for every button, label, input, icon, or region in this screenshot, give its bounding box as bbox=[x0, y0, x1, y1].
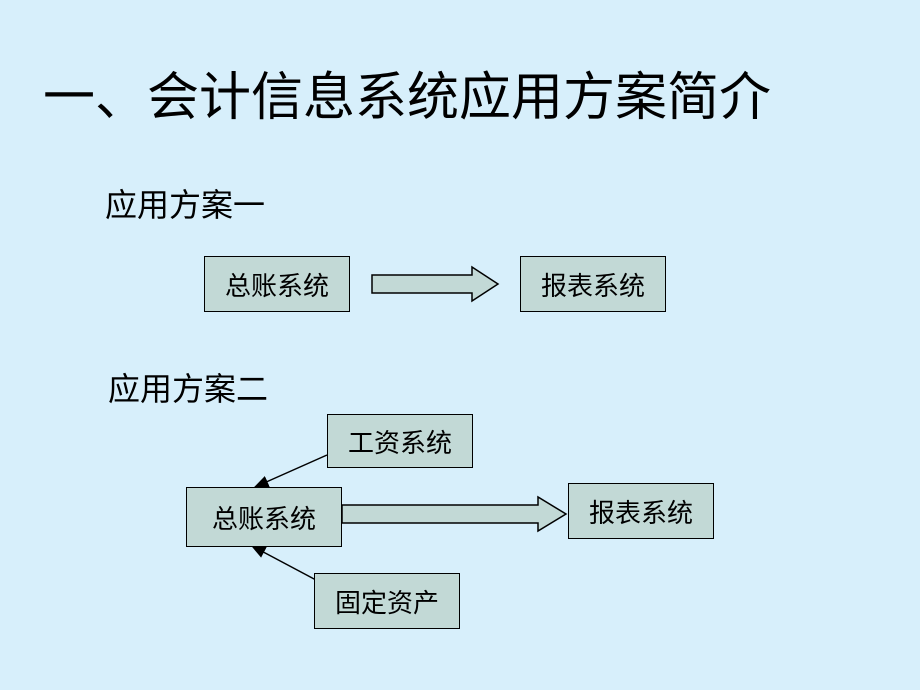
node-rpt2: 报表系统 bbox=[568, 483, 714, 539]
node-label: 总账系统 bbox=[212, 499, 316, 536]
node-label: 总账系统 bbox=[225, 266, 329, 303]
node-rpt1: 报表系统 bbox=[520, 256, 666, 312]
slide-title: 一、会计信息系统应用方案简介 bbox=[43, 55, 771, 130]
section1-label: 应用方案一 bbox=[105, 180, 265, 226]
section2-label: 应用方案二 bbox=[108, 364, 268, 410]
section1-label-text: 应用方案一 bbox=[105, 187, 265, 223]
thin-arrow bbox=[255, 455, 327, 487]
node-gl2: 总账系统 bbox=[186, 487, 342, 547]
section2-label-text: 应用方案二 bbox=[108, 371, 268, 407]
node-gl1: 总账系统 bbox=[204, 256, 350, 312]
node-label: 报表系统 bbox=[589, 493, 693, 530]
node-salary: 工资系统 bbox=[327, 414, 473, 468]
node-label: 工资系统 bbox=[348, 423, 452, 460]
title-text: 一、会计信息系统应用方案简介 bbox=[43, 70, 771, 127]
node-label: 报表系统 bbox=[541, 266, 645, 303]
slide: 一、会计信息系统应用方案简介 应用方案一 应用方案二 总账系统报表系统工资系统总… bbox=[0, 0, 920, 690]
thin-arrow bbox=[252, 546, 316, 580]
block-arrow bbox=[372, 267, 498, 301]
block-arrow bbox=[342, 497, 566, 531]
node-fixed: 固定资产 bbox=[314, 573, 460, 629]
node-label: 固定资产 bbox=[335, 583, 439, 620]
